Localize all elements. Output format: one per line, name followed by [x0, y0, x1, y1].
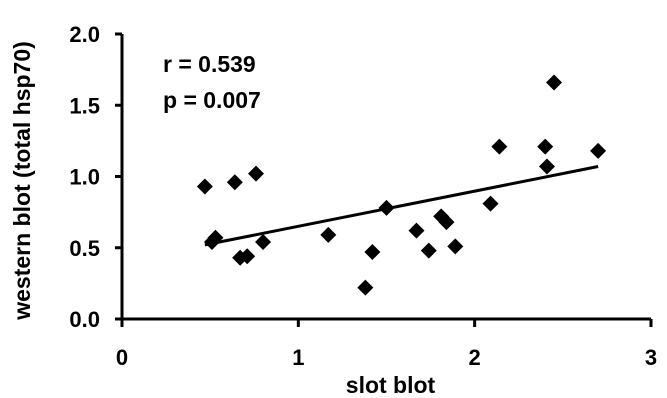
- data-points: [196, 74, 607, 296]
- data-point: [447, 238, 464, 255]
- stats-annotation: r = 0.539 p = 0.007: [163, 51, 261, 113]
- data-point: [408, 222, 425, 239]
- data-point: [420, 242, 437, 259]
- data-point: [207, 229, 224, 246]
- y-axis-label: western blot (total hsp70): [9, 41, 35, 321]
- data-point: [239, 248, 256, 265]
- data-point: [255, 234, 272, 251]
- p-value-label: p = 0.007: [163, 87, 261, 113]
- x-tick-label: 3: [645, 345, 657, 370]
- y-tick-label: 0.5: [69, 236, 100, 261]
- data-point: [196, 178, 213, 195]
- data-point: [538, 158, 555, 175]
- trendline: [204, 165, 599, 247]
- y-tick-label: 1.5: [69, 93, 100, 118]
- data-point: [590, 142, 607, 159]
- data-point: [320, 226, 337, 243]
- x-tick-label: 2: [469, 345, 481, 370]
- y-tick-label: 1.0: [69, 165, 100, 190]
- data-point: [378, 199, 395, 216]
- data-point: [248, 165, 265, 182]
- y-tick-label: 0.0: [69, 307, 100, 332]
- x-axis-label: slot blot: [346, 372, 436, 398]
- data-point: [546, 74, 563, 91]
- axis-ticks: 0.0 0.5 1.0 1.5 2.0 0 1 2 3: [69, 22, 657, 370]
- data-point: [357, 279, 374, 296]
- data-point: [364, 244, 381, 261]
- correlation-r-label: r = 0.539: [163, 51, 256, 77]
- data-point: [482, 195, 499, 212]
- data-point: [537, 138, 554, 155]
- axis-labels: slot blot western blot (total hsp70): [9, 41, 436, 398]
- data-point: [226, 174, 243, 191]
- trendline-layer: [204, 165, 599, 247]
- data-point: [438, 214, 455, 231]
- x-tick-label: 1: [292, 345, 304, 370]
- data-point: [491, 138, 508, 155]
- y-tick-label: 2.0: [69, 22, 100, 47]
- x-tick-label: 0: [116, 345, 128, 370]
